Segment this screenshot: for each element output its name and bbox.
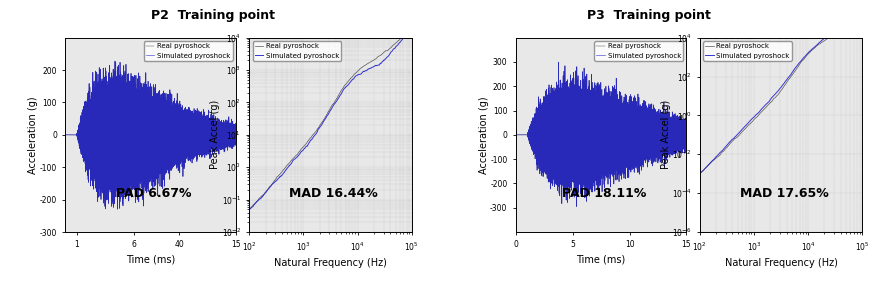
Real pyroshock [525, 137, 536, 141]
Y-axis label: Peak Accel (g): Peak Accel (g) [211, 100, 220, 169]
Simulated pyroshock [714, 152, 725, 155]
Text: MAD 16.44%: MAD 16.44% [289, 187, 378, 200]
Legend: Real pyroshock, Simulated pyroshock: Real pyroshock, Simulated pyroshock [144, 41, 233, 61]
Real pyroshock [117, 151, 127, 154]
Real pyroshock [553, 60, 564, 64]
Real pyroshock [244, 207, 254, 211]
Simulated pyroshock [553, 61, 564, 64]
Real pyroshock [714, 154, 725, 157]
Text: P2  Training point: P2 Training point [152, 9, 275, 22]
Line: Real pyroshock: Real pyroshock [249, 27, 412, 209]
Simulated pyroshock [124, 109, 134, 113]
Real pyroshock [130, 151, 140, 154]
Simulated pyroshock [117, 151, 127, 154]
Simulated pyroshock [857, 4, 868, 8]
Simulated pyroshock [100, 207, 111, 211]
Real pyroshock [112, 208, 123, 211]
Y-axis label: Peak Accel (g): Peak Accel (g) [661, 100, 671, 169]
Real pyroshock [361, 63, 372, 66]
Simulated pyroshock [308, 135, 319, 138]
Simulated pyroshock [571, 204, 582, 208]
Line: Simulated pyroshock: Simulated pyroshock [516, 62, 686, 206]
Line: Real pyroshock: Real pyroshock [65, 61, 236, 209]
Y-axis label: Acceleration (g): Acceleration (g) [479, 96, 489, 174]
Line: Simulated pyroshock: Simulated pyroshock [65, 61, 236, 209]
Real pyroshock [407, 25, 417, 28]
Line: Real pyroshock: Real pyroshock [699, 11, 862, 173]
Real pyroshock [124, 109, 134, 113]
Real pyroshock [580, 128, 591, 131]
Simulated pyroshock [575, 108, 585, 111]
Text: P3  Training point: P3 Training point [587, 9, 711, 22]
Real pyroshock [347, 76, 357, 79]
Simulated pyroshock [813, 42, 823, 46]
Simulated pyroshock [515, 133, 525, 137]
Real pyroshock [264, 186, 274, 189]
Simulated pyroshock [361, 69, 372, 72]
Simulated pyroshock [553, 137, 564, 141]
Simulated pyroshock [297, 149, 307, 153]
Simulated pyroshock [580, 128, 591, 131]
Real pyroshock [747, 119, 758, 123]
Real pyroshock [64, 133, 75, 137]
Real pyroshock [571, 205, 582, 209]
Simulated pyroshock [362, 68, 373, 71]
Real pyroshock [75, 135, 85, 139]
Simulated pyroshock [567, 118, 577, 121]
Real pyroshock [308, 132, 319, 135]
Text: PAD 6.67%: PAD 6.67% [117, 187, 192, 200]
Real pyroshock [857, 9, 868, 13]
Real pyroshock [759, 108, 769, 111]
X-axis label: Natural Frequency (Hz): Natural Frequency (Hz) [725, 258, 837, 268]
Legend: Real pyroshock, Simulated pyroshock: Real pyroshock, Simulated pyroshock [594, 41, 683, 61]
Legend: Real pyroshock, Simulated pyroshock: Real pyroshock, Simulated pyroshock [703, 41, 792, 61]
Real pyroshock [362, 62, 373, 66]
Simulated pyroshock [103, 128, 113, 132]
Simulated pyroshock [244, 208, 254, 211]
Real pyroshock [110, 59, 120, 63]
Y-axis label: Acceleration (g): Acceleration (g) [28, 96, 38, 174]
Legend: Real pyroshock, Simulated pyroshock: Real pyroshock, Simulated pyroshock [253, 41, 341, 61]
Simulated pyroshock [110, 59, 120, 63]
Text: PAD 18.11%: PAD 18.11% [563, 187, 646, 200]
Simulated pyroshock [64, 133, 75, 137]
X-axis label: Time (ms): Time (ms) [126, 255, 175, 265]
Real pyroshock [103, 106, 113, 109]
Real pyroshock [553, 137, 564, 141]
Simulated pyroshock [812, 43, 822, 47]
Simulated pyroshock [797, 58, 807, 61]
Real pyroshock [694, 172, 705, 175]
Real pyroshock [797, 59, 807, 63]
Simulated pyroshock [407, 25, 417, 29]
Line: Real pyroshock: Real pyroshock [516, 62, 686, 207]
Real pyroshock [575, 108, 585, 111]
Real pyroshock [510, 133, 521, 137]
Real pyroshock [231, 137, 241, 141]
Real pyroshock [297, 146, 307, 150]
Simulated pyroshock [525, 137, 536, 141]
Simulated pyroshock [681, 131, 692, 135]
Simulated pyroshock [231, 137, 241, 141]
Real pyroshock [60, 133, 71, 137]
X-axis label: Time (ms): Time (ms) [577, 255, 625, 265]
Simulated pyroshock [347, 79, 357, 82]
Real pyroshock [812, 44, 822, 47]
Real pyroshock [515, 133, 525, 137]
Simulated pyroshock [759, 104, 769, 108]
X-axis label: Natural Frequency (Hz): Natural Frequency (Hz) [274, 258, 387, 268]
Real pyroshock [567, 118, 577, 121]
Line: Simulated pyroshock: Simulated pyroshock [699, 6, 862, 174]
Real pyroshock [813, 43, 823, 46]
Simulated pyroshock [75, 135, 85, 139]
Text: MAD 17.65%: MAD 17.65% [739, 187, 828, 200]
Simulated pyroshock [130, 151, 140, 154]
Simulated pyroshock [747, 116, 758, 120]
Simulated pyroshock [694, 172, 705, 175]
Simulated pyroshock [60, 133, 71, 137]
Simulated pyroshock [264, 187, 274, 190]
Line: Simulated pyroshock: Simulated pyroshock [249, 27, 412, 209]
Simulated pyroshock [510, 133, 521, 137]
Real pyroshock [681, 131, 692, 135]
